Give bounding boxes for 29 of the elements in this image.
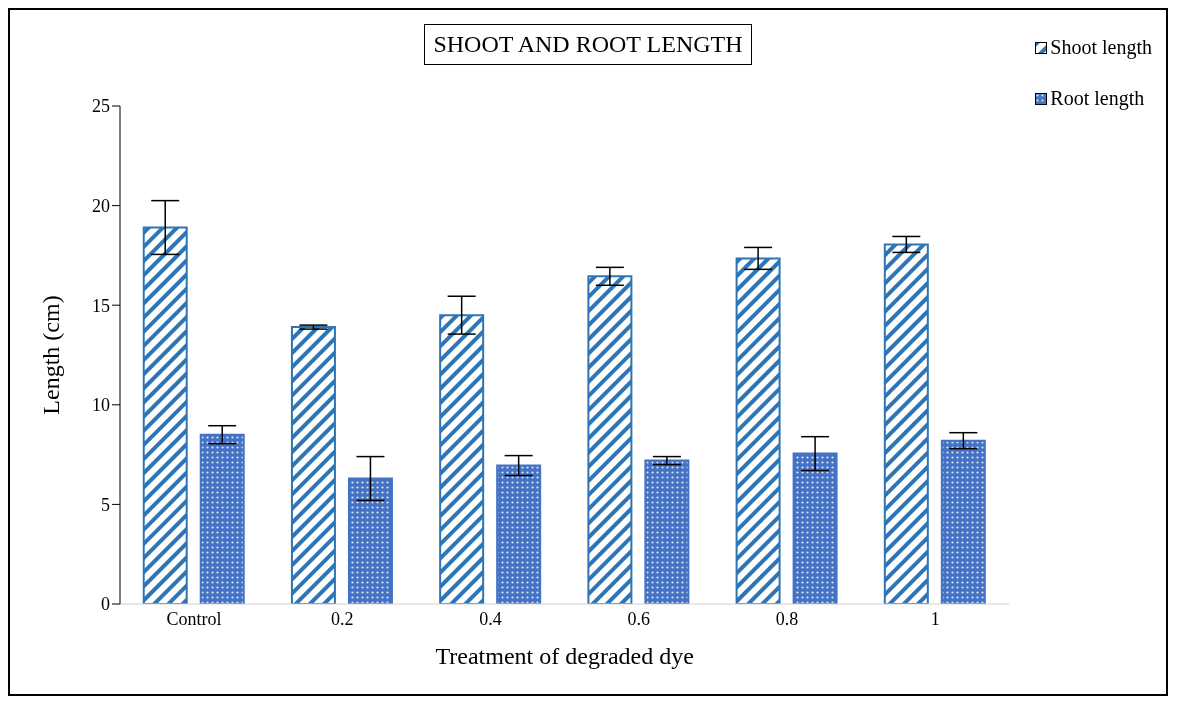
y-tick-label: 25 [92,96,110,117]
x-tick-label: 0.6 [627,608,651,629]
x-tick-label: Control [166,608,222,629]
x-tick-label: 0.2 [331,608,354,629]
y-tick-label: 10 [92,395,110,416]
y-tick-label: 15 [92,295,110,316]
legend-label: Shoot length [1050,36,1152,59]
bar [142,226,188,604]
bar [347,477,393,604]
y-axis-title: Length (cm) [37,295,64,415]
bar [644,459,690,604]
x-axis-title: Treatment of degraded dye [435,643,694,669]
bar [940,439,986,604]
bar [496,464,542,604]
y-tick-label: 20 [92,195,110,216]
chart-title: SHOOT AND ROOT LENGTH [424,24,752,65]
bar [883,243,929,604]
bar [290,326,336,604]
x-tick-label: 0.8 [775,608,799,629]
x-tick-label: 0.4 [479,608,502,629]
legend-label: Root length [1050,87,1145,110]
bar [199,433,245,604]
bar [439,314,485,604]
bar [792,452,838,604]
y-tick-label: 5 [101,494,110,515]
x-tick-label: 1 [930,608,940,629]
bar [735,257,781,604]
bar [587,275,633,604]
y-tick-label: 0 [101,594,110,615]
